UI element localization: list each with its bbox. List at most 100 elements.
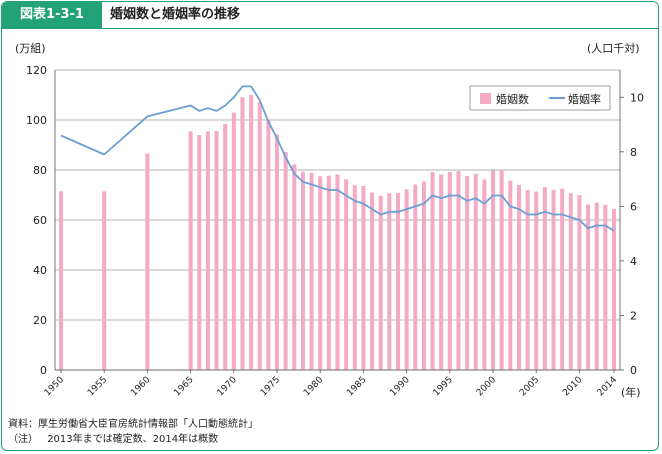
bar bbox=[612, 209, 616, 370]
bar bbox=[266, 119, 271, 370]
bar bbox=[145, 153, 150, 370]
bar bbox=[534, 191, 539, 370]
legend-box bbox=[469, 85, 611, 111]
line-series bbox=[60, 85, 615, 232]
bar bbox=[594, 202, 599, 370]
x-unit: (年) bbox=[621, 385, 641, 399]
bar bbox=[456, 171, 461, 370]
y-right-tick-label: 4 bbox=[630, 255, 637, 268]
bar bbox=[586, 204, 591, 370]
bar bbox=[223, 124, 228, 370]
figure-title: 婚姻数と婚姻率の推移 bbox=[110, 7, 241, 22]
x-tick-label: 2005 bbox=[518, 375, 541, 398]
x-tick-label: 1970 bbox=[216, 375, 239, 398]
bar bbox=[309, 172, 314, 370]
y-left-tick-label: 100 bbox=[26, 114, 47, 127]
y-right-tick-label: 8 bbox=[630, 146, 637, 159]
figure-header: 図表1-3-1 婚姻数と婚姻率の推移 bbox=[2, 2, 658, 29]
bar bbox=[344, 179, 349, 370]
bar bbox=[283, 152, 288, 370]
bar-series bbox=[59, 95, 616, 370]
footnote-text: 2013年までは確定数、2014年は概数 bbox=[47, 434, 219, 445]
bar bbox=[491, 170, 496, 370]
x-tick-label: 1990 bbox=[388, 375, 411, 398]
y-left-tick-label: 80 bbox=[33, 164, 47, 177]
bar bbox=[551, 190, 556, 370]
y-left-tick-label: 60 bbox=[33, 214, 47, 227]
bar bbox=[188, 131, 193, 370]
legend-line-label: 婚姻率 bbox=[568, 92, 601, 106]
x-tick-label: 1985 bbox=[345, 375, 368, 398]
bar bbox=[249, 95, 254, 370]
y-left-tick-label: 120 bbox=[26, 64, 47, 77]
x-tick-label: 1955 bbox=[86, 375, 109, 398]
bar bbox=[326, 175, 331, 370]
axes bbox=[54, 70, 624, 373]
bar bbox=[240, 97, 245, 370]
x-tick-label: 2010 bbox=[561, 375, 584, 398]
bar bbox=[378, 195, 383, 370]
x-tick-label: 1950 bbox=[43, 375, 66, 398]
y-left-tick-label: 0 bbox=[40, 364, 47, 377]
bar bbox=[465, 176, 470, 370]
bar bbox=[499, 170, 504, 370]
bar bbox=[257, 102, 262, 370]
legend: 婚姻数 婚姻率 bbox=[469, 85, 611, 111]
bar bbox=[387, 193, 392, 370]
bar bbox=[413, 184, 418, 370]
bar bbox=[231, 112, 236, 370]
legend-bar-label: 婚姻数 bbox=[496, 92, 529, 106]
bar bbox=[214, 131, 219, 370]
bar bbox=[508, 180, 513, 370]
bar bbox=[335, 174, 340, 370]
bar bbox=[525, 190, 530, 370]
y-left-unit: (万組) bbox=[15, 42, 46, 55]
bar bbox=[205, 131, 210, 370]
bar bbox=[404, 189, 409, 370]
y-right-unit: (人口千対) bbox=[587, 41, 640, 55]
bar bbox=[275, 134, 280, 370]
x-tick-label: 1980 bbox=[302, 375, 325, 398]
bar bbox=[318, 176, 323, 370]
x-tick-label: 1965 bbox=[172, 375, 195, 398]
bar bbox=[560, 188, 565, 370]
bar bbox=[59, 191, 63, 370]
line-path bbox=[60, 85, 615, 232]
bar bbox=[430, 172, 435, 370]
bar bbox=[577, 195, 582, 370]
bar bbox=[361, 186, 366, 370]
x-tick-label: 1995 bbox=[432, 375, 455, 398]
y-right-tick-label: 6 bbox=[630, 200, 637, 213]
x-tick-label: 2014 bbox=[596, 375, 619, 398]
bar bbox=[292, 164, 297, 370]
y-right-tick-label: 10 bbox=[630, 91, 644, 104]
source-note: 資料：厚生労働省大臣官房統計情報部「人口動態統計」 bbox=[8, 419, 258, 430]
footnote: （注） 2013年までは確定数、2014年は概数 bbox=[8, 430, 218, 445]
y-right-tick-label: 2 bbox=[630, 309, 637, 322]
bar bbox=[421, 181, 426, 370]
bar bbox=[603, 204, 608, 370]
bar bbox=[542, 187, 547, 370]
footnote-label: （注） bbox=[8, 434, 38, 445]
bar bbox=[473, 173, 478, 370]
bar bbox=[352, 185, 357, 370]
bar bbox=[482, 179, 487, 370]
bar bbox=[447, 172, 452, 370]
legend-bar-swatch bbox=[480, 93, 491, 104]
figure-label: 図表1-3-1 bbox=[2, 2, 102, 28]
x-tick-label: 1975 bbox=[259, 375, 282, 398]
bar bbox=[370, 192, 375, 370]
y-left-tick-label: 20 bbox=[33, 314, 47, 327]
y-right-tick-label: 0 bbox=[630, 364, 637, 377]
x-tick-label: 1960 bbox=[129, 375, 152, 398]
x-tick-label: 2000 bbox=[475, 375, 498, 398]
y-left-tick-label: 40 bbox=[33, 264, 47, 277]
bar bbox=[300, 171, 305, 370]
bar bbox=[568, 193, 573, 370]
bar bbox=[439, 174, 444, 370]
bar bbox=[395, 193, 400, 370]
bar bbox=[102, 191, 107, 370]
bar bbox=[197, 135, 202, 370]
